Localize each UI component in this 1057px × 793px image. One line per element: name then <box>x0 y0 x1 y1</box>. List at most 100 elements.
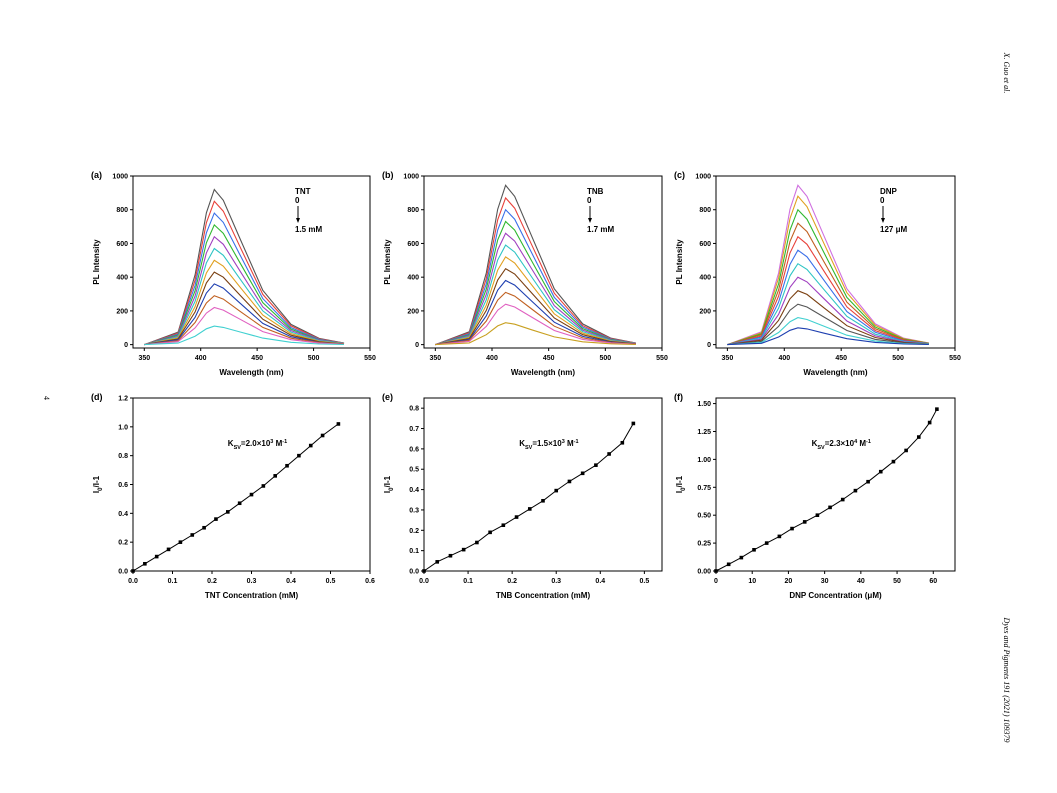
spectrum-line <box>727 303 929 346</box>
data-point <box>422 569 426 573</box>
x-axis-label: Wavelength (nm) <box>803 368 867 377</box>
spectrum-line <box>144 295 345 346</box>
data-point <box>190 533 195 537</box>
data-point <box>916 435 921 439</box>
data-point <box>237 501 242 506</box>
y-tick-label: 0.2 <box>118 540 128 547</box>
x-tick-label: 550 <box>949 355 961 362</box>
spectrum-line <box>144 259 345 346</box>
x-tick-label: 400 <box>486 355 498 362</box>
y-tick-label: 0.0 <box>118 569 128 576</box>
annotation: 0 <box>880 196 885 205</box>
panel-label: (f) <box>674 392 683 402</box>
data-point <box>143 561 147 566</box>
spectrum-line <box>727 208 929 346</box>
annotation-part: SV <box>525 445 533 451</box>
data-point <box>214 517 218 521</box>
x-tick-label: 500 <box>599 355 611 362</box>
annotation-part: =1.5×10 <box>532 439 562 448</box>
x-tick-label: 0.0 <box>419 578 429 585</box>
y-tick-label: 400 <box>116 275 128 282</box>
x-tick-label: 500 <box>892 355 904 362</box>
y-tick-label: 400 <box>407 275 419 282</box>
spectrum-line <box>727 184 929 346</box>
annotation-part: M <box>857 439 866 448</box>
annotation: 1.5 mM <box>295 225 322 234</box>
y-tick-label: 0 <box>124 342 128 349</box>
y-axis-label-part: 0 <box>389 487 395 491</box>
annotation-part: -1 <box>282 439 287 445</box>
spectrum-line <box>727 249 929 346</box>
annotation-part: =2.0×10 <box>241 439 271 448</box>
data-point <box>935 407 939 411</box>
y-tick-label: 600 <box>116 241 128 248</box>
annotation: TNT <box>295 187 311 196</box>
annotation: KSV=2.0×103 M-1 <box>228 439 287 451</box>
y-tick-label: 0.1 <box>409 548 419 555</box>
y-tick-label: 400 <box>699 275 711 282</box>
annotation-part: SV <box>817 445 825 451</box>
panel: (b) 350 400 450 500 550 0 200 400 600 800 1000 Wavel… <box>382 170 668 377</box>
y-tick-label: 1.00 <box>697 457 711 464</box>
data-point <box>567 479 572 484</box>
annotation-part: 3 <box>270 439 273 445</box>
annotation-part: 3 <box>562 439 565 445</box>
annotation: DNP <box>880 187 898 196</box>
data-point <box>178 540 183 544</box>
plot-frame <box>423 397 663 572</box>
data-point <box>594 463 598 467</box>
y-axis-label-part: I <box>383 491 392 493</box>
data-point <box>249 492 254 497</box>
y-tick-label: 200 <box>699 308 711 315</box>
x-tick-label: 40 <box>857 578 865 585</box>
spectrum-line <box>435 291 636 346</box>
spectrum-line <box>435 196 636 346</box>
data-point <box>488 530 492 535</box>
data-point <box>739 555 744 560</box>
y-tick-label: 0 <box>707 342 711 349</box>
spectrum-line <box>435 279 636 346</box>
spectrum-line <box>435 256 636 346</box>
data-point <box>815 513 820 517</box>
data-point <box>527 507 532 511</box>
data-point <box>308 443 313 448</box>
data-point <box>226 510 230 514</box>
spectrum-line <box>144 200 345 346</box>
data-point <box>866 479 870 484</box>
annotation-part: M <box>273 439 282 448</box>
y-tick-label: 0.4 <box>409 487 419 494</box>
x-tick-label: 0.5 <box>640 578 650 585</box>
x-tick-label: 550 <box>656 355 668 362</box>
spectrum-line <box>727 195 929 346</box>
x-tick-label: 0.4 <box>595 578 605 585</box>
annotation-part: -1 <box>574 439 579 445</box>
data-point <box>631 421 636 426</box>
plot-frame <box>132 397 371 572</box>
plot-frame <box>715 397 956 572</box>
panel: (f)0 10 20 30 40 50 600.000.250.500.751.001.25… <box>674 392 956 600</box>
x-tick-label: 0.2 <box>507 578 517 585</box>
data-point <box>891 459 896 464</box>
y-tick-label: 0.3 <box>409 507 419 514</box>
y-tick-label: 1000 <box>695 174 711 181</box>
running-header: X. Guo et al. <box>1002 52 1011 94</box>
data-point <box>131 569 135 573</box>
x-tick-label: 50 <box>893 578 901 585</box>
y-axis-label-part: /I-1 <box>675 475 684 487</box>
x-tick-label: 350 <box>429 355 441 362</box>
panel-label: (c) <box>674 170 685 180</box>
y-tick-label: 800 <box>699 207 711 214</box>
fit-line <box>132 423 339 572</box>
spectrum-line <box>144 271 345 346</box>
spectrum-line <box>727 317 929 346</box>
x-tick-label: 450 <box>835 355 847 362</box>
data-point <box>726 562 731 567</box>
y-tick-label: 0.2 <box>409 528 419 535</box>
y-axis-label-part: I <box>675 491 684 493</box>
y-tick-label: 800 <box>407 207 419 214</box>
y-axis-label-part: 0 <box>98 487 104 491</box>
panel: (e) 0.0 0.1 0.2 0.3 0.4 0.5 0.0 0.1 0.2 0.3 0.4 0.5 0… <box>382 392 663 600</box>
panel-label: (b) <box>382 170 394 180</box>
data-point <box>580 471 585 476</box>
